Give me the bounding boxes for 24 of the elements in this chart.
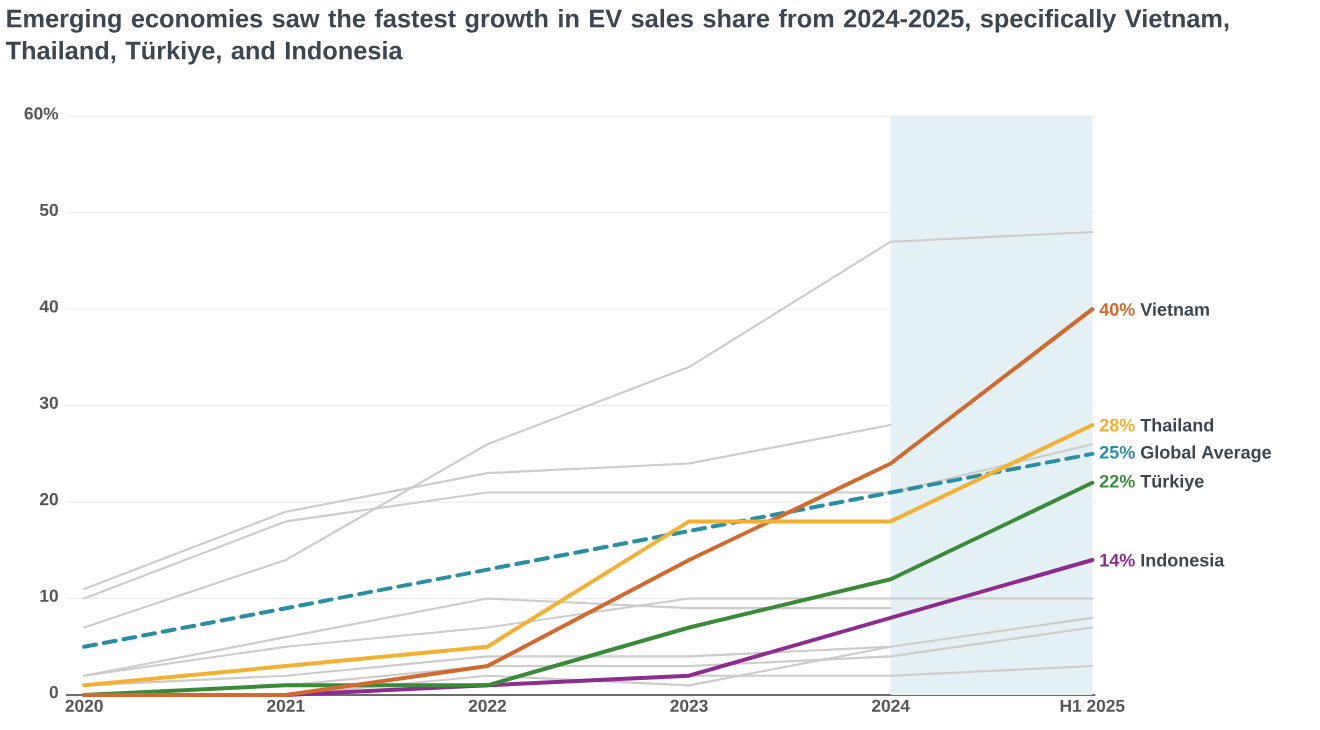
data-label: 40% (1099, 303, 1135, 316)
y-tick-label: 0 (49, 686, 58, 699)
x-tick-label: 2021 (267, 699, 305, 712)
chart-title: Emerging economies saw the fastest growth in EV sales share from 2024-2025, specifically Vietnam, Thailand, Türkiye, and Indonesia (5, 8, 1229, 65)
text: Indonesia (1141, 553, 1225, 567)
text: Vietnam (1140, 302, 1209, 316)
y-tick-label: 30 (39, 396, 58, 409)
text: Global Average (1141, 445, 1272, 463)
x-tick-label: 2020 (65, 699, 103, 712)
x-tick-label: 2023 (670, 699, 708, 712)
data-label: 28% (1099, 418, 1135, 432)
y-tick-label: 20 (39, 493, 58, 506)
x-tick-label: H1 2025 (1060, 699, 1125, 712)
y-tick-label: 40 (39, 300, 58, 313)
y-tick-label: 60% (24, 107, 59, 120)
data-label: 22% (1099, 474, 1135, 488)
x-tick-label: 2024 (872, 699, 910, 712)
y-tick-label: 10 (40, 589, 58, 602)
x-tick-label: 2022 (468, 699, 506, 712)
y-tick-label: 50 (39, 203, 58, 217)
text: Thailand (1140, 418, 1214, 432)
data-label: 25% (1099, 445, 1135, 459)
data-label: 14% (1100, 553, 1135, 567)
text: Türkiye (1140, 474, 1204, 492)
